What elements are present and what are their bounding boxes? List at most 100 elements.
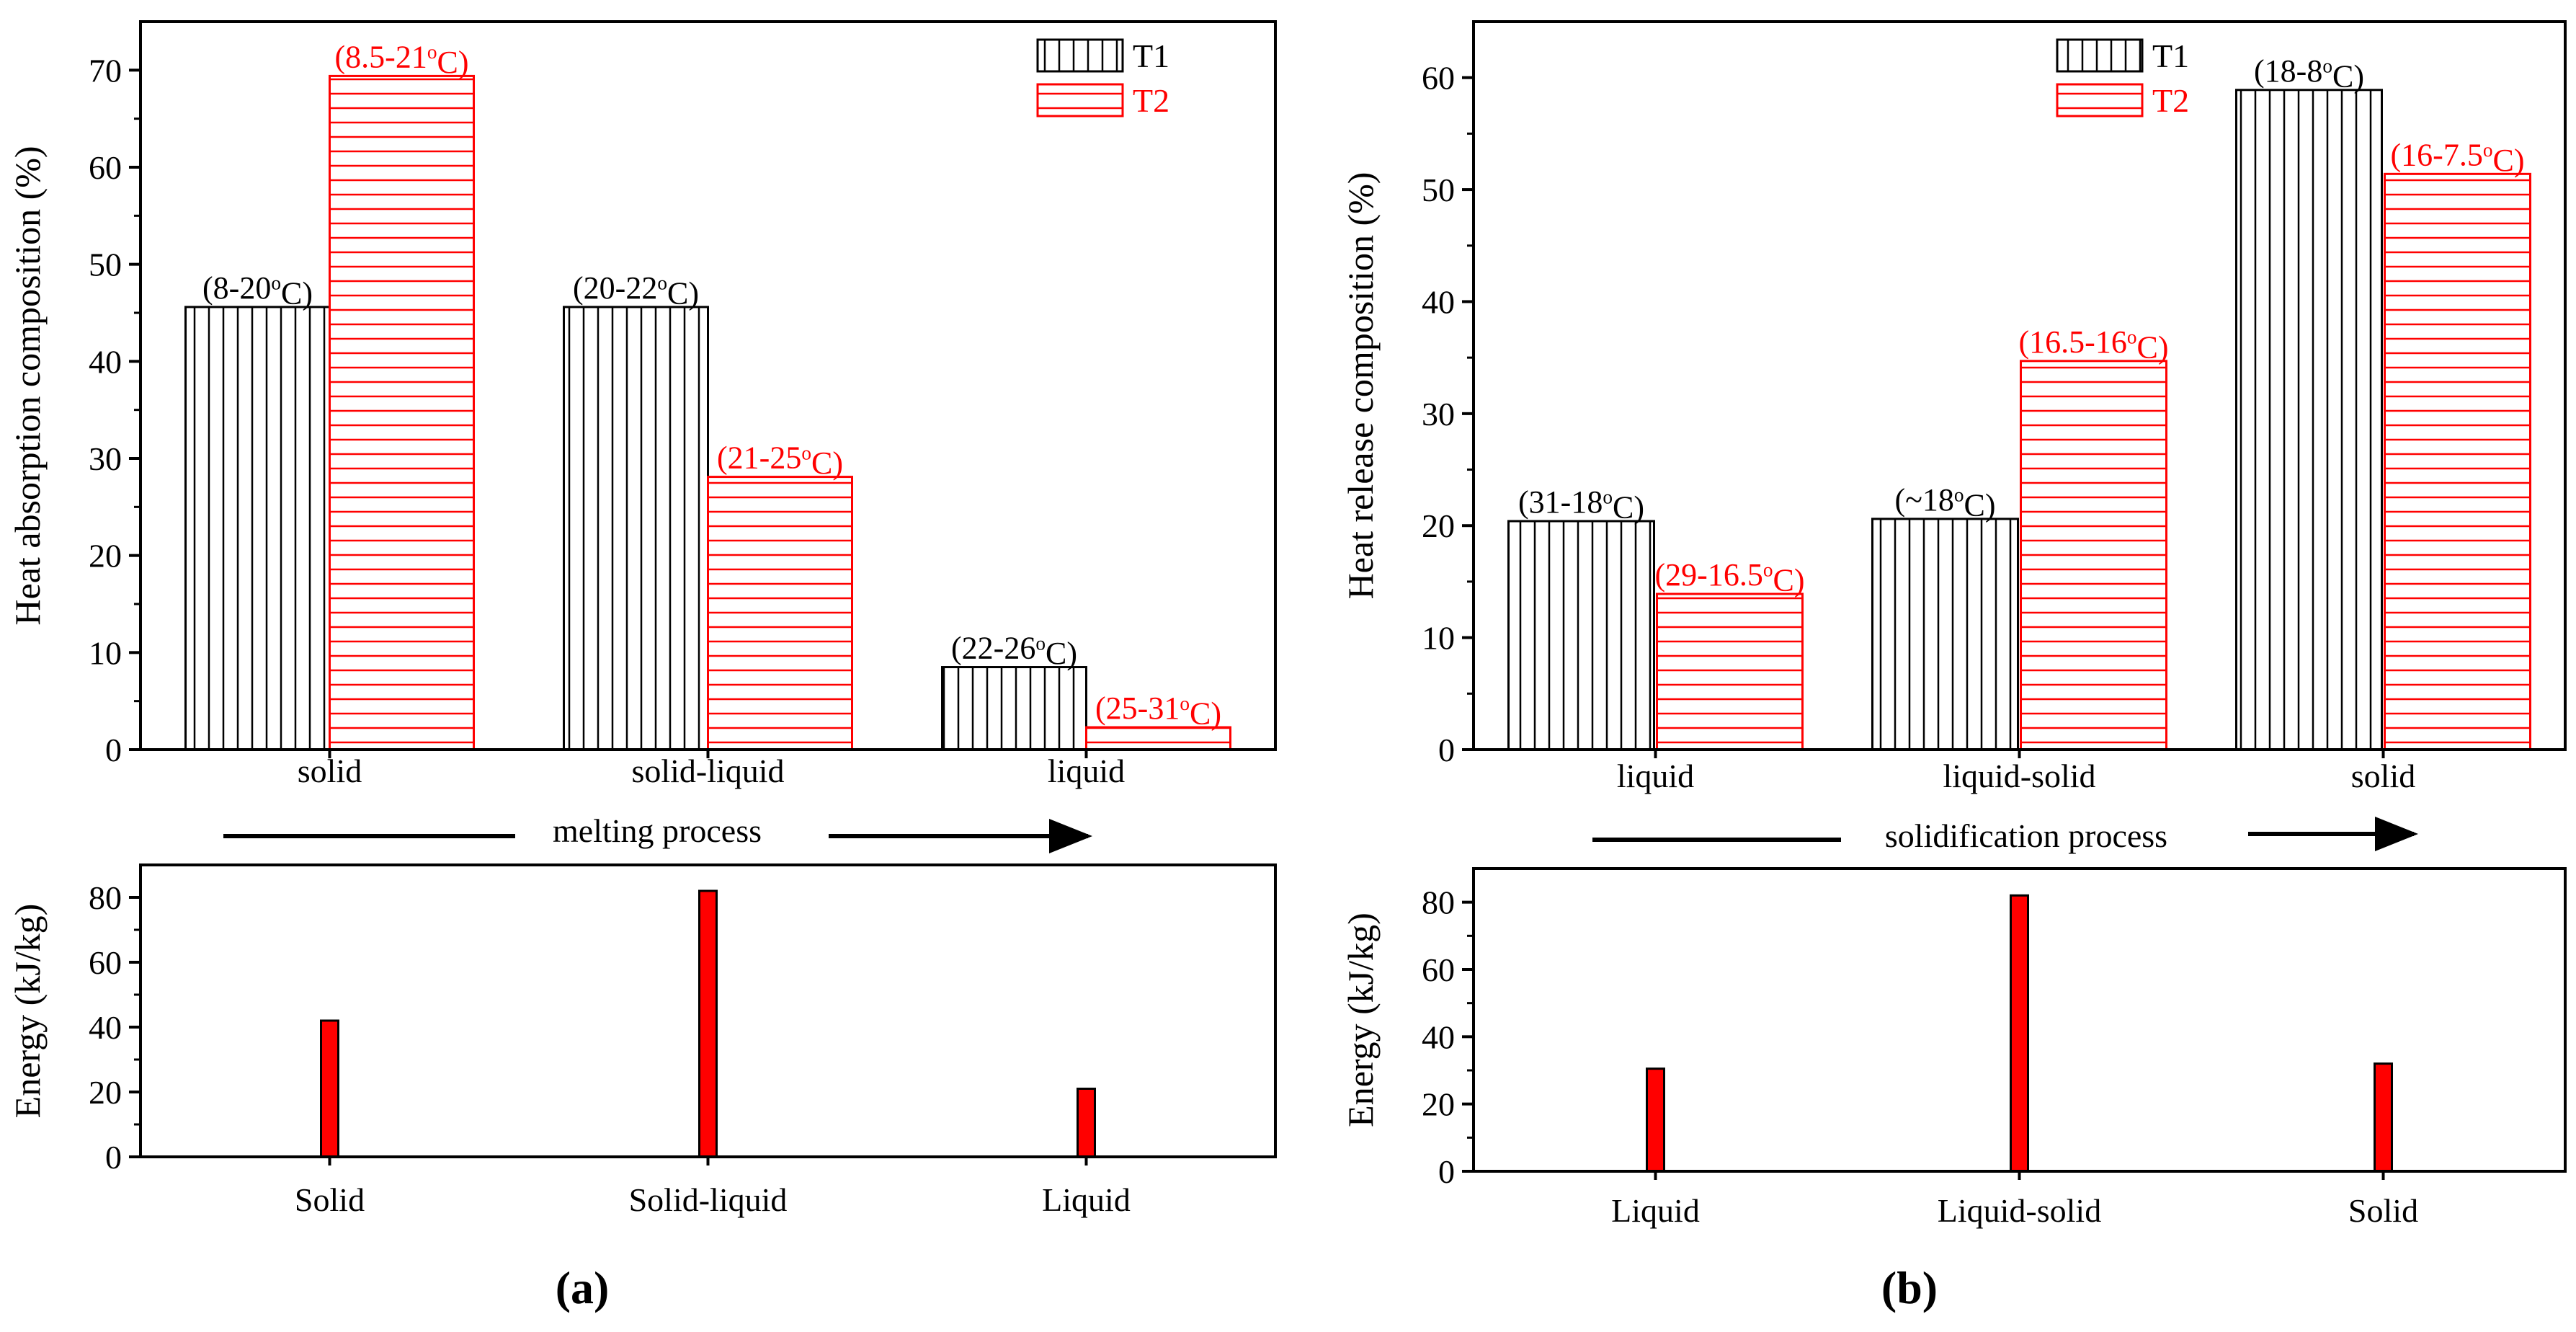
legend-label: T2	[2152, 82, 2189, 119]
x-category-label: liquid	[1048, 752, 1125, 789]
y-tick-label: 10	[1422, 620, 1455, 657]
bar-range-label: (16-7.5oC)	[2391, 137, 2525, 178]
y-tick-label: 20	[89, 1074, 122, 1111]
y-tick-label: 30	[1422, 396, 1455, 432]
bar-range-label: (22-26oC)	[951, 631, 1077, 672]
bars	[1646, 894, 2393, 1173]
y-axis-title: Energy (kJ/kg)	[7, 904, 48, 1119]
y-tick-label: 80	[1422, 884, 1455, 921]
bar-range-label: (25-31oC)	[1095, 691, 1221, 732]
bar-t1	[1507, 520, 1655, 751]
x-category-label: Solid-liquid	[629, 1181, 788, 1218]
bar-range-label: (29-16.5oC)	[1655, 557, 1805, 598]
y-tick-label: 0	[105, 1139, 122, 1176]
y-tick-label: 60	[89, 149, 122, 186]
legend-label: T1	[1133, 37, 1169, 74]
bar-t2	[329, 74, 475, 751]
y-axis-title: Energy (kJ/kg)	[1340, 913, 1381, 1127]
y-tick-label: 60	[1422, 951, 1455, 988]
energy-bar	[1077, 1088, 1096, 1158]
legend-swatch-t2	[2056, 83, 2144, 117]
x-category-label: Liquid	[1042, 1181, 1131, 1218]
bar-t2	[2384, 172, 2531, 751]
bar-range-label: (8-20oC)	[202, 270, 313, 311]
y-tick-label: 80	[89, 879, 122, 916]
y-tick-label: 40	[1422, 283, 1455, 320]
y-tick-label: 10	[89, 634, 122, 671]
y-axis-title: Heat absorption composition (%)	[7, 146, 48, 625]
x-category-label: Solid	[2348, 1192, 2418, 1229]
energy-bar	[698, 889, 718, 1158]
bar-range-label: (18-8oC)	[2254, 53, 2364, 94]
y-tick-label: 50	[89, 247, 122, 283]
energy-bar	[1646, 1067, 1665, 1173]
x-category-label: Solid	[295, 1181, 365, 1218]
y-tick-label: 0	[105, 732, 122, 768]
bar-range-label: (20-22oC)	[573, 270, 699, 311]
legend-swatch-t1	[1036, 38, 1124, 73]
bar-range-label: (~18oC)	[1894, 482, 1995, 523]
bars	[320, 889, 1096, 1158]
bar-range-label: (8.5-21oC)	[335, 39, 469, 80]
energy-bar	[2010, 894, 2029, 1173]
y-ticks: 0 20 40 60 80	[1422, 884, 1474, 1190]
legend-label: T2	[1133, 82, 1169, 119]
legend-swatch-t1	[2056, 38, 2144, 73]
bar-t1	[563, 306, 709, 751]
y-tick-label: 50	[1422, 172, 1455, 208]
y-tick-label: 40	[89, 1009, 122, 1046]
x-category-label: solid	[2351, 758, 2415, 794]
y-tick-label: 0	[1438, 732, 1455, 768]
process-label: melting process	[553, 812, 762, 849]
y-tick-label: 40	[89, 343, 122, 380]
bar-range-label: (21-25oC)	[717, 440, 843, 481]
bar-t2	[2020, 360, 2167, 751]
bar-range-label: (16.5-16oC)	[2019, 324, 2169, 365]
bar-t1	[184, 306, 331, 751]
x-category-label: solid	[298, 752, 362, 789]
y-tick-label: 0	[1438, 1153, 1455, 1190]
bar-t1	[941, 666, 1087, 751]
panel-label-a: (a)	[556, 1262, 610, 1313]
y-tick-label: 60	[89, 944, 122, 981]
chart-a-bottom: 0 20 40 60 80 Solid Solid-liquid Liquid Energy…	[7, 863, 1277, 1218]
plot-frame	[1472, 20, 2567, 751]
x-category-label: liquid	[1617, 758, 1694, 794]
bars	[184, 74, 1231, 751]
process-label: solidification process	[1885, 817, 2167, 854]
bar-t2	[707, 476, 853, 751]
y-tick-label: 40	[1422, 1018, 1455, 1055]
chart-b-top: 0 10 20 30 40 50 60 (31-18oC) (~18oC) (18-8oC) (2…	[1340, 20, 2567, 854]
x-category-label: Liquid-solid	[1938, 1192, 2101, 1229]
bar-labels: (8-20oC) (20-22oC) (22-26oC) (8.5-21oC) (21-…	[202, 39, 1221, 731]
y-tick-label: 20	[89, 538, 122, 574]
y-tick-label: 60	[1422, 60, 1455, 97]
plot-frame	[139, 863, 1277, 1158]
process-arrow: solidification process	[1592, 817, 2418, 854]
y-tick-label: 20	[1422, 507, 1455, 544]
plot-frame	[139, 20, 1277, 751]
legend-swatch-t2	[1036, 83, 1124, 117]
x-category-labels: solid solid-liquid liquid	[298, 750, 1125, 789]
y-ticks: 0 10 20 30 40 50 60	[1422, 60, 1474, 768]
x-category-label: solid-liquid	[631, 752, 784, 789]
chart-a-top: 0 10 20 30 40 50 60 70 (8-20oC) (20-22oC) (22-26o…	[7, 20, 1277, 853]
plot-frame	[1472, 867, 2567, 1173]
y-tick-label: 20	[1422, 1086, 1455, 1123]
x-category-labels: liquid liquid-solid solid	[1617, 750, 2415, 794]
x-category-label: liquid-solid	[1943, 758, 2095, 794]
energy-bar	[320, 1019, 339, 1158]
x-category-label: Liquid	[1611, 1192, 1700, 1229]
process-arrow: melting process	[223, 812, 1092, 853]
bar-t1	[1871, 518, 2019, 751]
y-axis-title: Heat release composition (%)	[1340, 172, 1381, 600]
y-ticks: 0 20 40 60 80	[89, 879, 141, 1176]
bar-t1	[2235, 89, 2383, 751]
bars	[1507, 89, 2531, 751]
y-ticks: 0 10 20 30 40 50 60 70	[89, 52, 141, 768]
bar-t2	[1656, 592, 1804, 751]
x-category-labels: Solid Solid-liquid Liquid	[295, 1157, 1131, 1218]
